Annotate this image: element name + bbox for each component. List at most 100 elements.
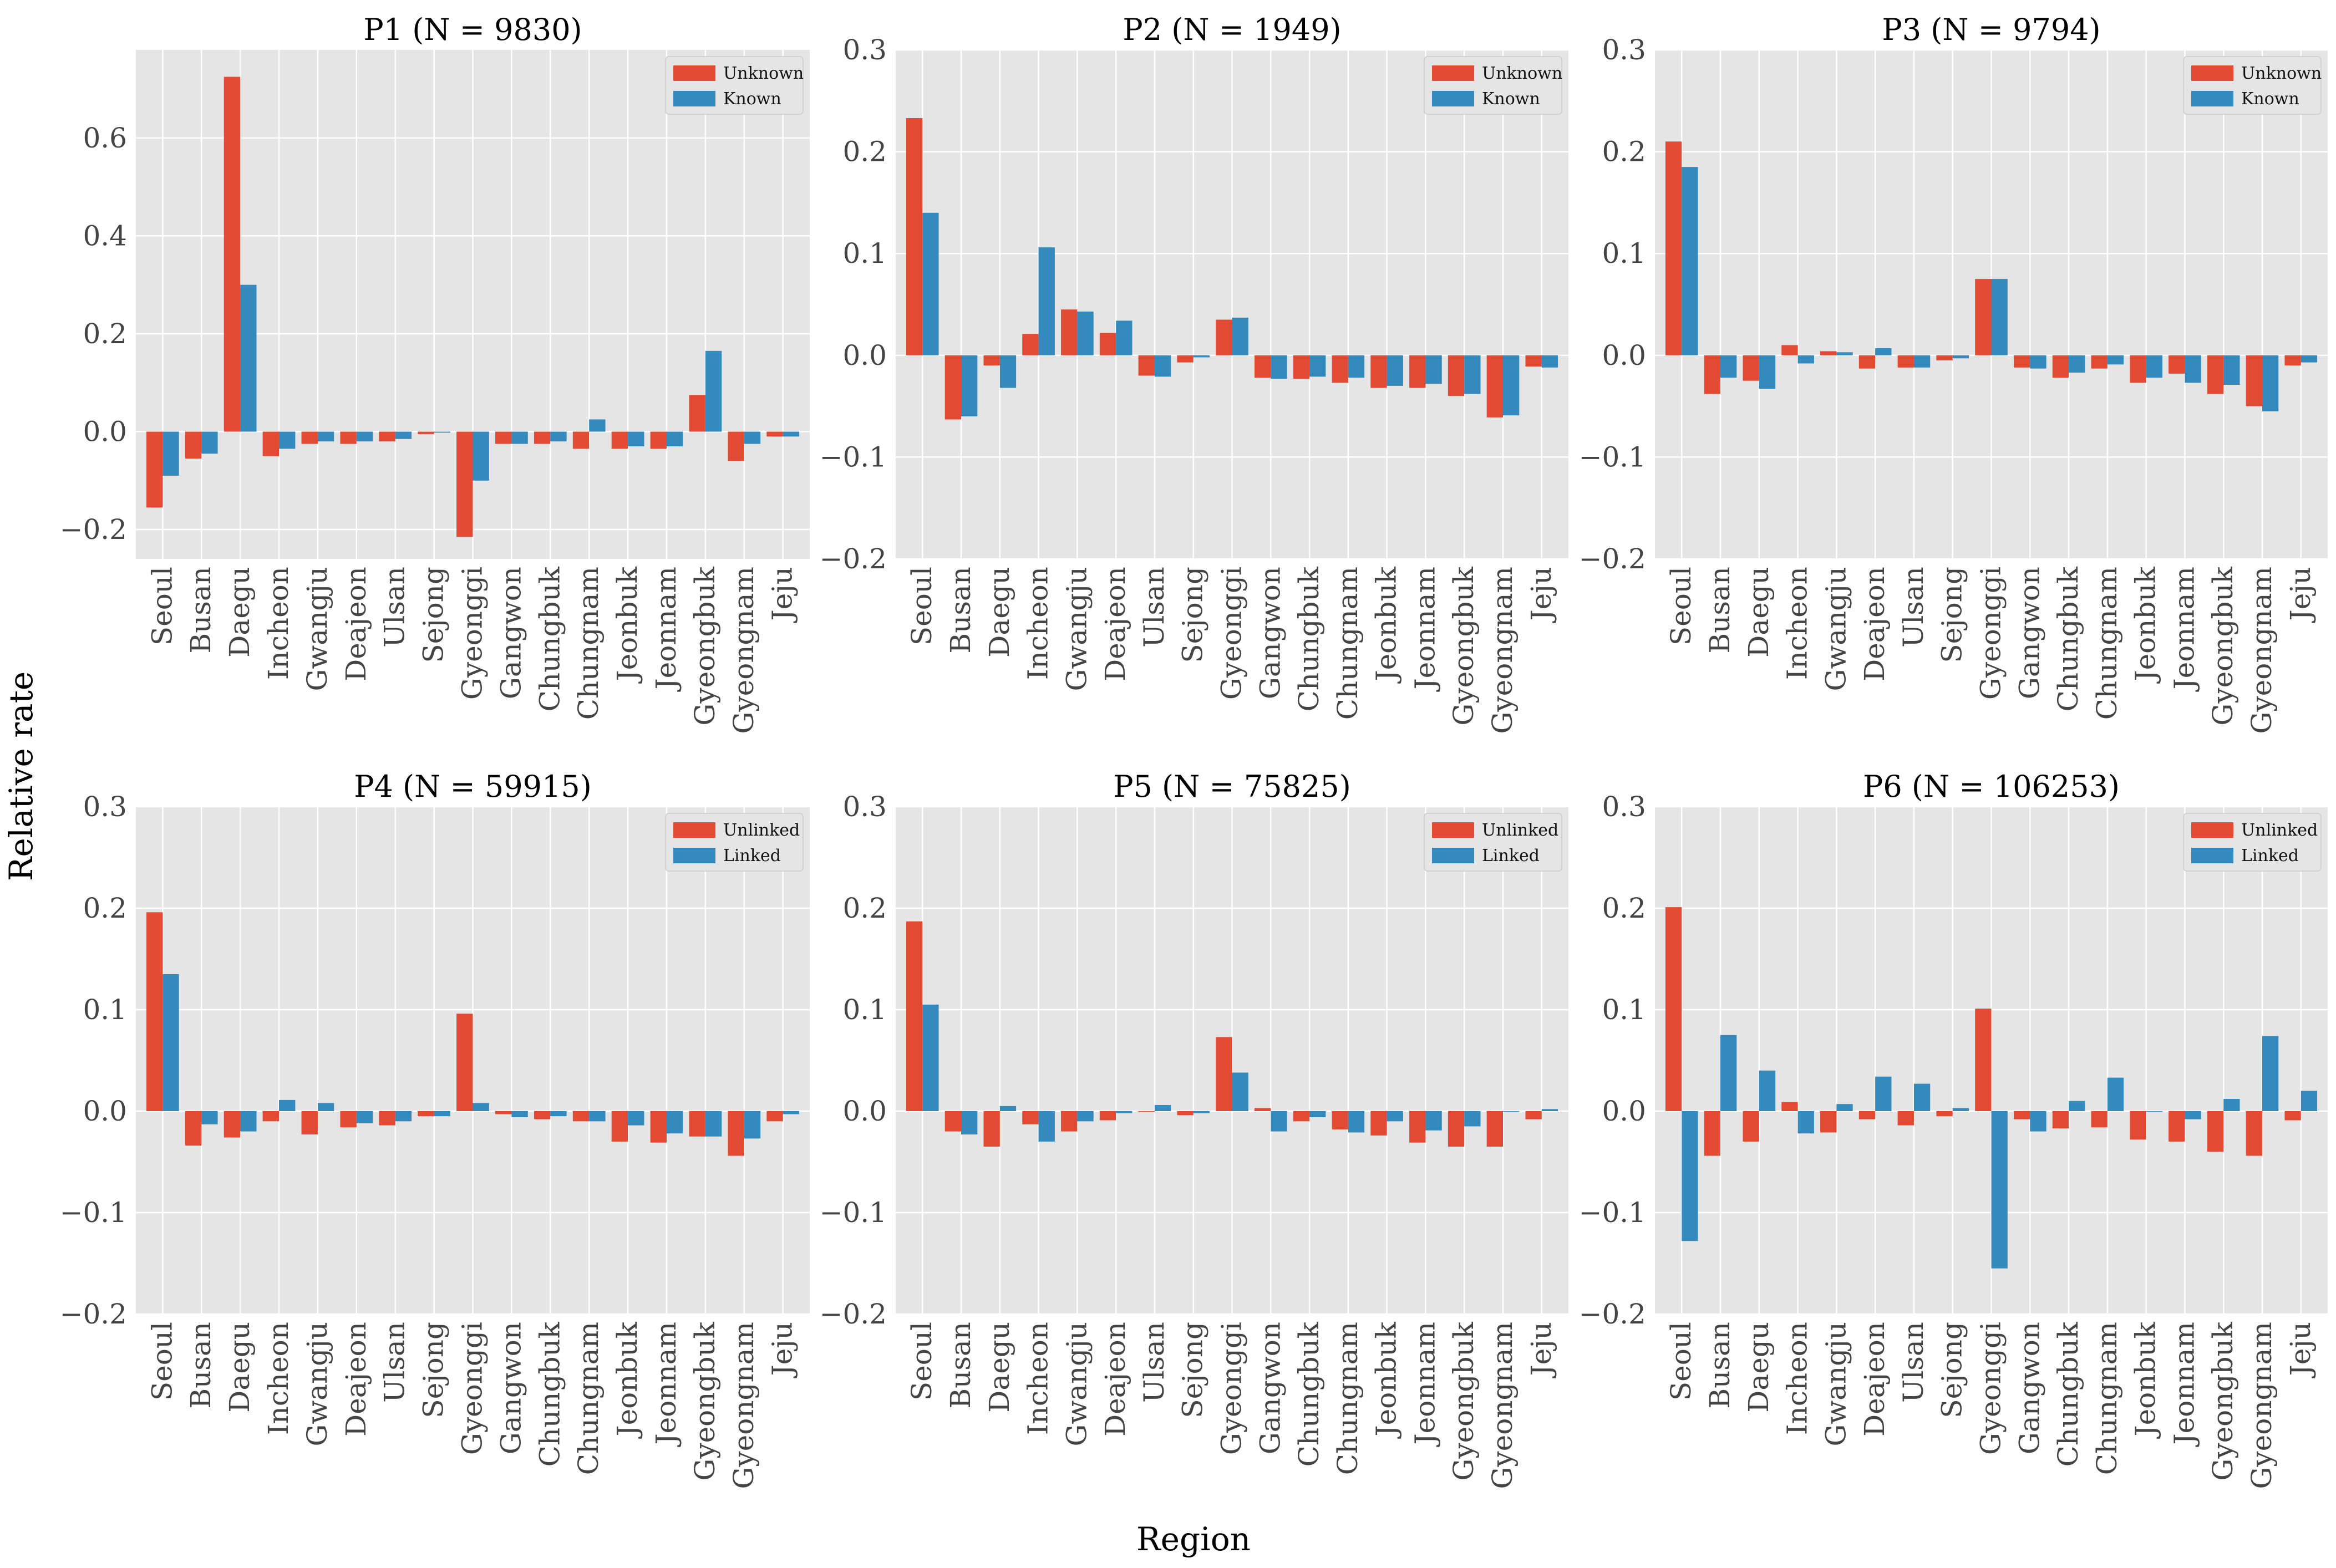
x-tick-label: Jeonbuk: [2130, 1321, 2162, 1439]
y-tick-label: 0.0: [83, 1095, 127, 1127]
bar-known-gyeongnam: [1502, 355, 1520, 416]
x-tick-label: Jeju: [2284, 567, 2317, 623]
x-tick-label: Jeju: [1525, 1322, 1557, 1378]
x-tick-label: Chungbuk: [2052, 566, 2084, 711]
bar-linked-daegu: [1759, 1070, 1776, 1111]
bar-unknown-gyeongnam: [2246, 355, 2262, 406]
bar-linked-jeonbuk: [628, 1111, 644, 1126]
bar-unlinked-gangwon: [495, 1111, 512, 1114]
bar-known-chungbuk: [1309, 355, 1326, 377]
chart-panel-2: −0.2 −0.1 0.0 0.1 0.2 0.3 Seoul Busan Daegu Inche…: [820, 12, 1568, 734]
y-tick-label: 0.3: [1602, 791, 1646, 823]
chart-title: P1 (N = 9830): [363, 12, 582, 47]
x-tick-label: Chungnam: [1332, 567, 1364, 720]
y-tick-label: 0.0: [842, 1095, 887, 1127]
bar-unlinked-jeju: [2284, 1111, 2301, 1121]
bar-linked-gangwon: [1271, 1111, 1287, 1132]
x-tick-label: Chungnam: [572, 567, 605, 720]
y-tick-label: −0.2: [60, 513, 127, 546]
bar-known-sejong: [1952, 355, 1969, 359]
bar-unlinked-gyeongbuk: [689, 1111, 705, 1137]
x-tick-label: Jeonbuk: [1370, 1321, 1403, 1439]
legend-swatch-unknown: [673, 65, 715, 81]
bar-linked-sejong: [1193, 1111, 1210, 1113]
bar-unknown-gyeongbuk: [2207, 355, 2224, 394]
bar-unknown-deajeon: [1858, 355, 1876, 369]
x-tick-label: Seoul: [146, 1322, 178, 1401]
x-tick-label: Incheon: [262, 567, 294, 680]
x-tick-label: Chungbuk: [534, 566, 566, 711]
x-tick-label: Gyeongbuk: [689, 566, 721, 725]
bar-known-gangwon: [1271, 355, 1287, 379]
bar-unlinked-gyeongnam: [1486, 1111, 1503, 1147]
bar-linked-gyeongnam: [2262, 1036, 2279, 1111]
bar-unknown-gangwon: [495, 431, 512, 444]
bar-unlinked-jeonnam: [1409, 1111, 1426, 1143]
x-tick-label: Gangwon: [1254, 1322, 1286, 1454]
bar-linked-deajeon: [1116, 1111, 1133, 1113]
y-tick-label: 0.2: [1602, 892, 1646, 924]
bar-unknown-seoul: [146, 431, 163, 508]
x-tick-label: Gangwon: [495, 567, 527, 699]
bar-known-gyeonggi: [1232, 317, 1248, 355]
bar-unknown-sejong: [418, 431, 434, 434]
bar-known-daegu: [1759, 355, 1776, 389]
bar-unlinked-gyeongnam: [2246, 1111, 2262, 1156]
bar-unlinked-gyeonggi: [1975, 1009, 1992, 1111]
bar-unlinked-seoul: [1665, 907, 1682, 1111]
x-tick-label: Sejong: [1177, 1322, 1209, 1418]
bar-known-busan: [961, 355, 978, 416]
legend-swatch-unlinked: [2191, 822, 2233, 838]
y-tick-label: 0.2: [842, 136, 887, 168]
bar-unlinked-chungbuk: [1293, 1111, 1310, 1122]
bar-unknown-deajeon: [1099, 333, 1116, 355]
bar-linked-seoul: [922, 1004, 939, 1111]
x-tick-label: Seoul: [906, 567, 938, 645]
bar-known-gwangju: [1836, 352, 1853, 355]
legend-swatch-known: [2191, 91, 2233, 106]
bar-known-gwangju: [1077, 311, 1094, 355]
bar-known-jeonbuk: [628, 431, 644, 446]
bar-unlinked-chungbuk: [534, 1111, 551, 1119]
bar-unlinked-gyeongnam: [728, 1111, 744, 1156]
bar-linked-gangwon: [511, 1111, 528, 1117]
bar-unknown-jeonbuk: [611, 431, 628, 449]
bar-known-gyeongbuk: [2223, 355, 2240, 385]
y-tick-label: 0.1: [1602, 994, 1646, 1026]
bar-linked-jeonnam: [666, 1111, 683, 1134]
x-tick-label: Jeonnam: [1409, 1322, 1441, 1447]
bar-known-ulsan: [1913, 355, 1931, 368]
y-tick-label: 0.3: [842, 791, 887, 823]
x-tick-label: Daegu: [224, 567, 256, 658]
y-tick-label: 0.3: [1602, 34, 1646, 66]
y-tick-label: 0.3: [83, 791, 127, 823]
y-tick-label: 0.2: [1602, 136, 1646, 168]
y-tick-label: −0.1: [820, 1197, 887, 1229]
x-tick-label: Jeonbuk: [611, 566, 643, 684]
bar-unlinked-deajeon: [1858, 1111, 1876, 1119]
x-tick-label: Seoul: [146, 567, 178, 645]
bar-unknown-chungbuk: [534, 431, 551, 444]
y-tick-label: 0.4: [83, 220, 127, 252]
legend-label-known: Known: [723, 89, 781, 109]
legend-label-unlinked: Unlinked: [1482, 821, 1558, 840]
bar-linked-chungbuk: [2069, 1101, 2085, 1111]
legend-label-known: Known: [2241, 89, 2299, 109]
bar-unlinked-ulsan: [1897, 1111, 1914, 1126]
y-tick-label: 0.0: [1602, 1095, 1646, 1127]
legend-label-unknown: Unknown: [2241, 64, 2322, 83]
bar-linked-jeonnam: [2185, 1111, 2201, 1119]
x-tick-label: Chungbuk: [2052, 1321, 2084, 1467]
x-tick-label: Deajeon: [1099, 1322, 1131, 1437]
bar-linked-gyeonggi: [473, 1103, 489, 1111]
bar-linked-sejong: [1952, 1108, 1969, 1111]
x-tick-label: Gyeonggi: [1216, 567, 1248, 700]
bar-unlinked-jeju: [766, 1111, 783, 1122]
bar-known-gyeongbuk: [705, 350, 722, 432]
x-tick-label: Deajeon: [340, 567, 372, 681]
bar-unknown-ulsan: [1897, 355, 1914, 368]
x-tick-label: Ulsan: [379, 1322, 411, 1403]
x-tick-label: Jeju: [766, 1322, 799, 1378]
bar-linked-gwangju: [1836, 1104, 1853, 1111]
bar-known-incheon: [279, 431, 296, 449]
